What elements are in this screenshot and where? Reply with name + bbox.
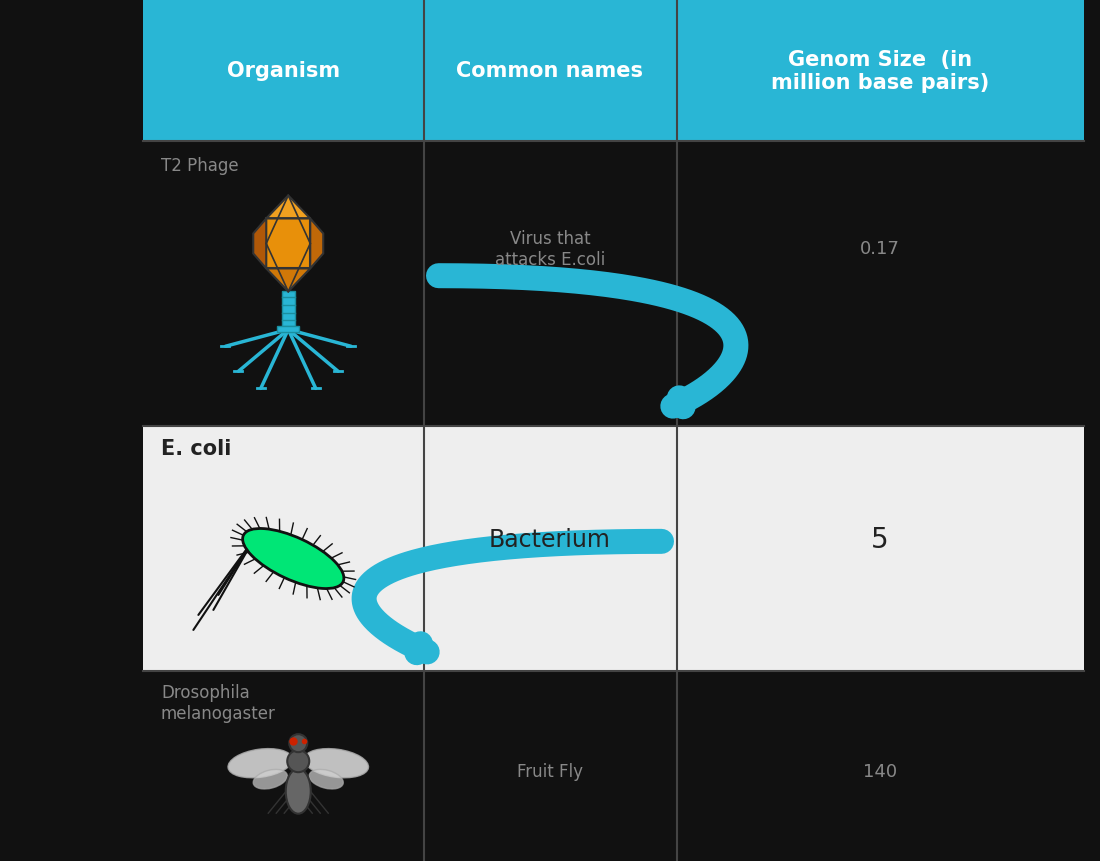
Ellipse shape — [253, 770, 287, 789]
Ellipse shape — [309, 770, 343, 789]
Text: Drosophila
melanogaster: Drosophila melanogaster — [161, 684, 276, 722]
Text: Bacterium: Bacterium — [490, 527, 610, 551]
Bar — [143, 0, 1084, 142]
Text: Genom Size  (in
million base pairs): Genom Size (in million base pairs) — [771, 49, 989, 93]
Bar — [282, 292, 295, 327]
FancyBboxPatch shape — [266, 220, 310, 269]
Circle shape — [289, 734, 307, 753]
Text: E. coli: E. coli — [161, 438, 231, 458]
Ellipse shape — [304, 749, 368, 777]
Text: Fruit Fly: Fruit Fly — [517, 763, 583, 780]
Bar — [143, 142, 1084, 426]
Bar — [143, 672, 1084, 861]
Polygon shape — [266, 196, 310, 220]
Ellipse shape — [287, 750, 309, 772]
Ellipse shape — [286, 769, 311, 814]
Text: 5: 5 — [871, 525, 889, 553]
Text: Organism: Organism — [227, 61, 340, 81]
Polygon shape — [310, 220, 323, 269]
Ellipse shape — [243, 529, 344, 589]
Polygon shape — [253, 220, 266, 269]
Bar — [143, 426, 1084, 672]
Text: Virus that
attacks E.coli: Virus that attacks E.coli — [495, 230, 605, 269]
Ellipse shape — [228, 749, 293, 777]
Bar — [277, 327, 299, 333]
Polygon shape — [266, 269, 310, 292]
Text: Common names: Common names — [456, 61, 644, 81]
Text: 0.17: 0.17 — [860, 240, 900, 258]
Text: T2 Phage: T2 Phage — [161, 157, 239, 175]
Text: 140: 140 — [862, 763, 898, 780]
